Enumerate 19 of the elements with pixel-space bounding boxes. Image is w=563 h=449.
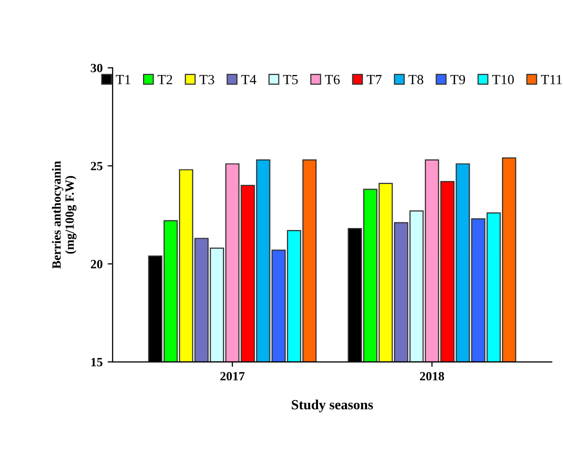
legend-label: T3 (200, 74, 214, 84)
legend-label: T1 (116, 74, 130, 84)
legend-label: T6 (324, 74, 340, 84)
legend-label: T9 (450, 74, 466, 84)
y-tick-label: 25 (90, 162, 102, 170)
legend-label: T7 (366, 75, 382, 84)
legend-label: T10 (492, 74, 514, 84)
legend-label: T4 (241, 74, 256, 84)
x-tick-label: 2018 (420, 372, 444, 380)
y-tick-label: 30 (90, 64, 102, 72)
legend-label: T2 (158, 74, 172, 84)
y-tick-label: 20 (90, 260, 102, 268)
y-axis-title: Berries anthocyanin (mg/100g F.W) (52, 161, 76, 269)
legend-label: T11 (540, 74, 562, 84)
x-tick-label: 2017 (220, 372, 245, 380)
y-tick-label: 15 (91, 358, 102, 366)
legend-label: T8 (408, 74, 424, 84)
x-axis-title: Study seasons (292, 400, 373, 412)
legend-label: T5 (283, 75, 298, 84)
